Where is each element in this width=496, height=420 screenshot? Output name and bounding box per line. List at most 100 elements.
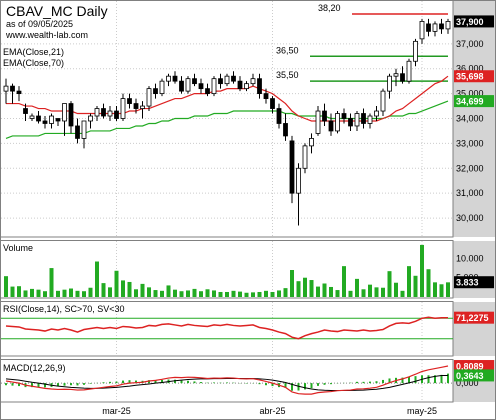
candle-body	[49, 115, 54, 124]
volume-bar	[212, 290, 216, 297]
volume-panel	[0, 240, 454, 299]
candle-body	[315, 110, 321, 134]
x-tick-label: abr-25	[259, 406, 285, 416]
x-tick-label: mar-25	[102, 406, 131, 416]
candle-body	[302, 145, 308, 169]
candle-body	[244, 83, 249, 90]
volume-bar	[420, 244, 424, 297]
price-panel	[0, 0, 454, 238]
candle-body	[166, 75, 171, 82]
volume-bar	[160, 290, 164, 297]
volume-bar	[56, 290, 60, 297]
ema21-last-label: 35,698	[456, 72, 484, 82]
volume-bar	[62, 289, 67, 297]
candle-body	[120, 98, 126, 119]
volume-bar	[199, 291, 203, 297]
candle-body	[322, 110, 327, 122]
chart-title: CBAV_MC Daily	[6, 3, 108, 19]
price-tick-label: 33,000	[456, 138, 484, 148]
candle-body	[101, 108, 106, 117]
volume-bar	[277, 290, 281, 297]
ema21-last-label-bg	[454, 70, 494, 83]
volume-bar	[413, 275, 418, 297]
last-close-label-bg	[454, 15, 494, 28]
candle-body	[231, 75, 236, 82]
volume-bar	[244, 292, 249, 297]
level-label: 36,50	[276, 45, 299, 55]
volume-bar	[283, 288, 288, 297]
volume-bar	[75, 290, 80, 297]
volume-bar	[251, 292, 255, 297]
volume-bar	[303, 277, 307, 297]
level-lines: 38,20 36,50 35,50	[276, 3, 448, 82]
volume-bar	[153, 290, 158, 297]
price-tick-label: 37,000	[456, 39, 484, 49]
candle-body	[250, 78, 256, 85]
candle-body	[335, 113, 340, 132]
price-tick-label: 34,000	[456, 114, 484, 124]
volume-bar	[439, 284, 444, 297]
volume-bar	[134, 289, 138, 297]
volume-bar	[368, 284, 372, 297]
candle-body	[309, 138, 314, 147]
volume-bar	[426, 269, 431, 297]
candle-body	[153, 88, 158, 95]
candle-body	[218, 78, 223, 85]
candle-body	[146, 88, 152, 107]
volume-bar	[82, 291, 86, 297]
macd-last-label: 0,8089	[456, 362, 484, 372]
volume-bar	[446, 282, 450, 297]
volume-series	[4, 244, 450, 297]
rsi-legend: RSI(Close,14), SC>70, SV<30	[3, 304, 125, 314]
volume-bar	[374, 287, 379, 297]
volume-bar	[36, 289, 41, 297]
volume-bar	[400, 290, 405, 297]
volume-bar	[316, 286, 320, 297]
candle-body	[380, 90, 386, 112]
volume-bar	[205, 289, 210, 297]
volume-bar	[309, 280, 314, 297]
price-tick-label: 35,000	[456, 89, 484, 99]
ema21-legend: EMA(Close,21)	[3, 47, 64, 57]
rsi-series	[1, 316, 453, 340]
volume-bar	[264, 290, 268, 297]
ema70-legend: EMA(Close,70)	[3, 58, 64, 68]
level-label: 35,50	[276, 70, 299, 80]
volume-bar	[238, 291, 242, 297]
candle-body	[94, 108, 100, 117]
macd-tick-label: 0,000	[456, 378, 479, 388]
volume-bar	[394, 282, 398, 297]
volume-bar	[23, 290, 28, 297]
volume-bar	[225, 291, 229, 297]
candle-body	[114, 110, 119, 119]
candle-body	[257, 78, 262, 95]
macd-legend: MACD(12,26,9)	[3, 363, 66, 373]
x-tick-label: may-25	[407, 406, 437, 416]
volume-bar	[433, 282, 437, 297]
candle-body	[36, 115, 41, 122]
volume-legend: Volume	[3, 243, 33, 253]
volume-bar	[192, 288, 197, 297]
volume-bar	[290, 270, 294, 297]
volume-bar	[69, 288, 73, 297]
candle-body	[172, 75, 178, 82]
volume-last-label: 3.833	[456, 278, 479, 288]
volume-bar	[30, 288, 34, 297]
candle-body	[23, 108, 28, 114]
candle-body	[68, 103, 74, 127]
volume-bar	[43, 291, 47, 297]
volume-bar	[335, 290, 340, 297]
price-tick-label: 36,000	[456, 64, 484, 74]
candle-body	[42, 120, 48, 124]
volume-tick-label: 10.000	[456, 253, 484, 263]
rsi-axis-panel	[453, 302, 495, 356]
volume-bar	[407, 266, 411, 297]
candle-body	[133, 103, 139, 109]
volume-bar	[186, 290, 190, 297]
volume-bar	[114, 270, 119, 297]
candle-body	[426, 23, 431, 32]
macd-line	[5, 365, 449, 395]
volume-bar	[348, 290, 353, 297]
candle-body	[127, 98, 132, 104]
candle-body	[270, 98, 275, 109]
